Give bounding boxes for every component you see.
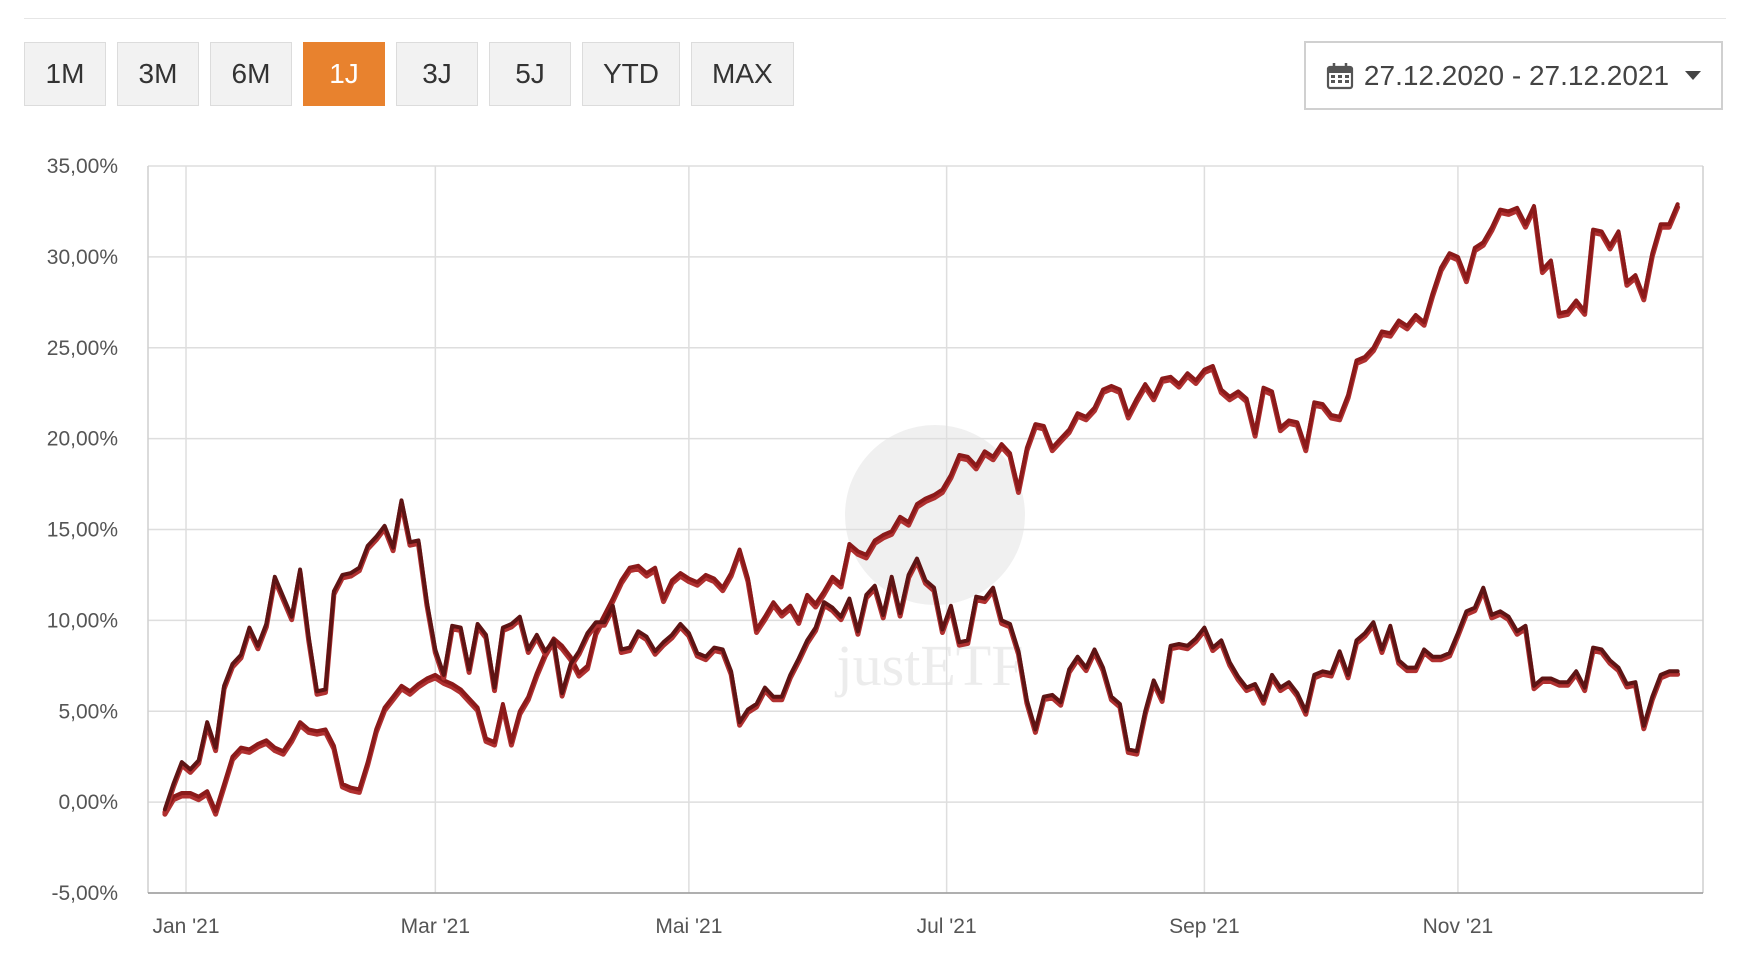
range-button-3m[interactable]: 3M — [117, 42, 199, 106]
range-button-max[interactable]: MAX — [691, 42, 794, 106]
x-tick-label: Jul '21 — [917, 915, 977, 938]
date-range-label: 27.12.2020 - 27.12.2021 — [1363, 59, 1670, 91]
watermark: justETF — [835, 425, 1025, 698]
range-button-1m[interactable]: 1M — [24, 42, 106, 106]
calendar-icon — [1326, 62, 1354, 89]
y-tick-label: 30,00% — [47, 246, 118, 269]
x-tick-label: Nov '21 — [1423, 915, 1494, 938]
y-tick-label: 0,00% — [58, 791, 118, 814]
y-tick-label: 15,00% — [47, 519, 118, 542]
chart-axes: -5,00% 0,00% 5,00% 10,00% 15,00% 20,00% 25,00%… — [47, 155, 1704, 938]
watermark-logo — [845, 425, 1025, 605]
y-tick-label: -5,00% — [51, 882, 118, 905]
range-button-5j[interactable]: 5J — [489, 42, 571, 106]
range-button-3j[interactable]: 3J — [396, 42, 478, 106]
date-range-picker[interactable]: 27.12.2020 - 27.12.2021 — [1304, 41, 1723, 110]
series-line-2 — [162, 498, 1680, 812]
series-line-1 — [162, 202, 1680, 814]
x-tick-label: Mai '21 — [655, 915, 722, 938]
range-button-6m[interactable]: 6M — [210, 42, 292, 106]
range-button-ytd[interactable]: YTD — [582, 42, 680, 106]
y-tick-label: 20,00% — [47, 428, 118, 451]
chevron-down-icon — [1685, 71, 1702, 80]
chart-series — [162, 202, 1681, 817]
y-tick-label: 35,00% — [47, 155, 118, 178]
x-tick-label: Sep '21 — [1169, 915, 1240, 938]
y-tick-label: 5,00% — [58, 700, 118, 723]
range-button-1j[interactable]: 1J — [303, 42, 385, 106]
x-tick-label: Jan '21 — [152, 915, 219, 938]
y-tick-label: 25,00% — [47, 337, 118, 360]
top-divider — [24, 18, 1726, 19]
x-tick-label: Mar '21 — [401, 915, 470, 938]
range-button-group: 1M 3M 6M 1J 3J 5J YTD MAX — [24, 42, 794, 106]
watermark-text: justETF — [835, 633, 1024, 698]
y-tick-label: 10,00% — [47, 609, 118, 632]
